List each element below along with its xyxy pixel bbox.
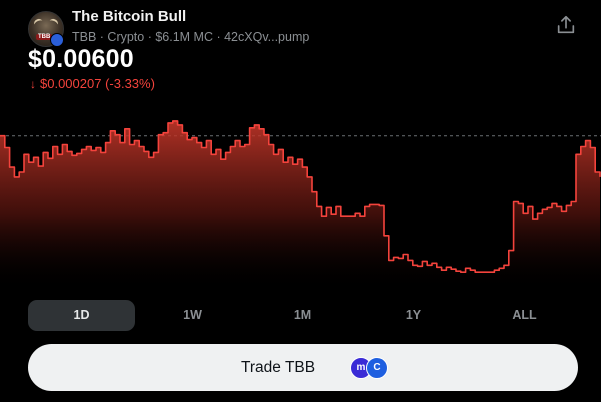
token-name: The Bitcoin Bull (72, 8, 187, 25)
current-price: $0.00600 (28, 45, 134, 73)
exchange-logo-c-icon: C (366, 357, 388, 379)
share-icon[interactable] (555, 14, 577, 36)
avatar-tag: TBB (36, 34, 53, 40)
price-chart[interactable] (0, 110, 601, 290)
chart-line (0, 120, 601, 273)
range-1y[interactable]: 1Y (405, 308, 422, 322)
trade-button[interactable]: Trade TBB m C (28, 344, 578, 391)
range-1m[interactable]: 1M (293, 308, 312, 322)
token-avatar: TBB (28, 11, 64, 47)
chain-badge-icon (50, 33, 64, 47)
price-change-value: $0.000207 (-3.33%) (40, 76, 155, 91)
time-range-selector: 1D 1W 1M 1Y ALL (28, 300, 578, 331)
chart-area (0, 120, 600, 290)
arrow-down-icon: ↓ (30, 77, 36, 91)
trade-button-label: Trade TBB (241, 359, 316, 376)
bull-horn-right (47, 17, 60, 29)
range-1w[interactable]: 1W (183, 308, 202, 322)
price-change: ↓ $0.000207 (-3.33%) (30, 76, 155, 91)
token-meta: TBB · Crypto · $6.1M MC · 42cXQv...pump (72, 30, 310, 44)
exchange-logos: m C (350, 357, 394, 379)
bull-horn-left (32, 17, 45, 29)
range-all[interactable]: ALL (512, 308, 537, 322)
range-1d[interactable]: 1D (28, 300, 135, 331)
